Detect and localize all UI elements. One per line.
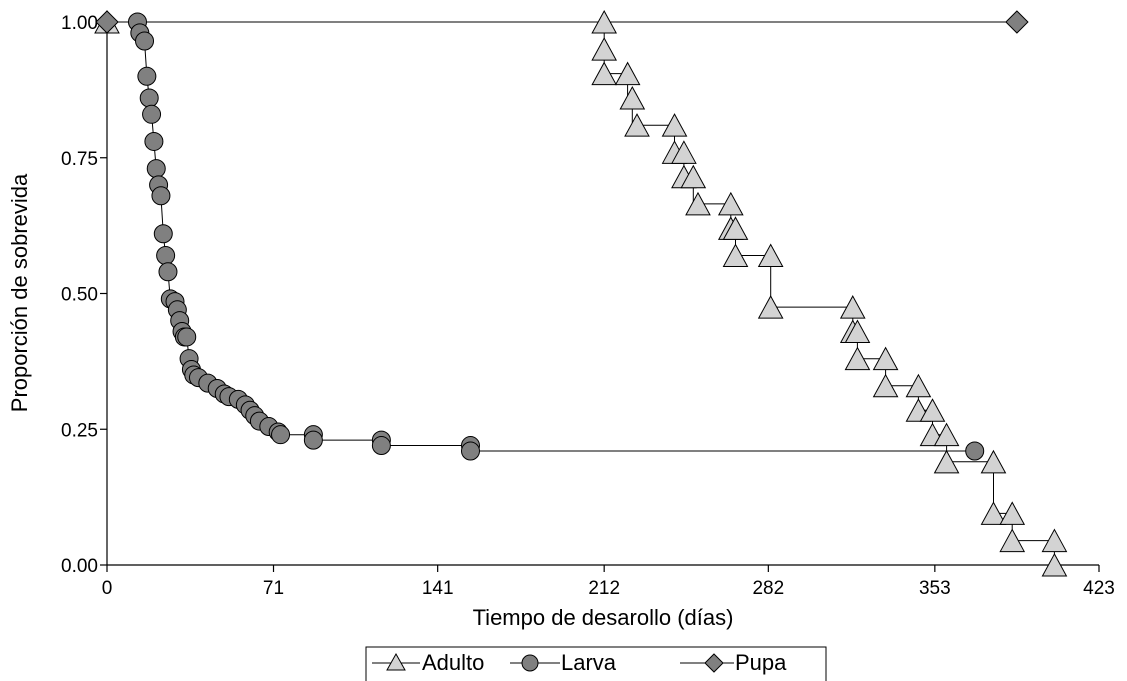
diamond-icon	[704, 653, 724, 673]
marker-adulto	[872, 373, 899, 398]
marker-larva	[271, 425, 291, 445]
series-lines	[107, 21, 1055, 565]
marker-adulto	[999, 501, 1026, 525]
marker-adulto	[999, 528, 1026, 553]
y-ticks: 0.00 0.25 0.50 0.75 1.00	[61, 13, 107, 577]
marker-larva	[965, 441, 985, 461]
legend-label-larva: Larva	[561, 650, 617, 675]
marker-adulto	[614, 61, 641, 86]
legend-label-pupa: Pupa	[735, 650, 787, 675]
series-line-larva	[107, 21, 975, 452]
marker-adulto	[591, 61, 618, 86]
marker-adulto	[619, 85, 646, 110]
marker-larva	[460, 441, 480, 461]
marker-adulto	[933, 449, 960, 474]
x-tick-label: 0	[102, 578, 113, 599]
x-tick-label: 212	[588, 578, 620, 599]
y-tick-label: 0.00	[61, 556, 98, 577]
series-line-adulto	[107, 21, 1055, 565]
marker-adulto	[980, 449, 1007, 474]
marker-adulto	[722, 216, 749, 240]
y-tick-label: 1.00	[61, 13, 98, 34]
x-tick-label: 423	[1083, 578, 1115, 599]
marker-larva	[158, 262, 178, 282]
marker-adulto	[722, 243, 749, 267]
y-tick-label: 0.25	[61, 420, 98, 441]
y-tick-label: 0.50	[61, 285, 98, 306]
marker-adulto	[933, 422, 960, 447]
marker-pupa	[1005, 10, 1029, 34]
y-axis-title: Proporción de sobrevida	[7, 173, 32, 412]
marker-adulto	[671, 140, 697, 164]
marker-pupa	[95, 10, 119, 34]
marker-adulto	[717, 191, 744, 216]
marker-adulto	[839, 295, 866, 319]
marker-adulto	[872, 346, 899, 371]
marker-adulto	[757, 243, 784, 267]
marker-larva	[371, 436, 391, 456]
marker-adulto	[980, 501, 1007, 525]
legend-item-adulto: Adulto	[372, 650, 484, 675]
marker-adulto	[844, 319, 871, 344]
marker-larva	[142, 104, 162, 124]
legend-label-adulto: Adulto	[422, 650, 484, 675]
marker-larva	[144, 131, 164, 151]
triangle-icon	[386, 652, 406, 671]
marker-adulto	[844, 346, 871, 371]
marker-larva	[137, 66, 157, 86]
marker-larva	[153, 224, 173, 244]
legend-item-larva: Larva	[510, 650, 617, 675]
marker-larva	[151, 186, 171, 206]
marker-adulto	[624, 113, 650, 137]
marker-adulto	[919, 398, 946, 422]
x-tick-label: 141	[422, 578, 454, 599]
axes	[106, 22, 1099, 566]
x-tick-label: 282	[752, 578, 784, 599]
marker-adulto	[591, 37, 618, 61]
marker-adulto	[591, 9, 618, 34]
x-tick-label: 71	[263, 578, 284, 599]
y-tick-label: 0.75	[61, 149, 98, 170]
legend-item-pupa: Pupa	[680, 650, 787, 675]
marker-adulto	[680, 164, 707, 189]
marker-larva	[177, 327, 197, 347]
marker-adulto	[1041, 552, 1068, 577]
x-tick-label: 353	[919, 578, 951, 599]
marker-adulto	[661, 113, 688, 137]
marker-adulto	[905, 373, 932, 398]
x-ticks: 0 71 141 212 282 353 423	[102, 565, 1115, 599]
legend: Adulto Larva Pupa	[365, 646, 827, 681]
marker-larva	[135, 31, 155, 51]
marker-larva	[156, 245, 176, 265]
circle-icon	[521, 654, 539, 672]
marker-larva	[303, 430, 323, 450]
series-markers	[94, 9, 1068, 577]
x-axis-title: Tiempo de desarollo (días)	[473, 605, 734, 630]
marker-larva	[139, 88, 159, 108]
marker-adulto	[685, 191, 711, 216]
legend-box	[365, 646, 827, 681]
marker-adulto	[1041, 528, 1068, 553]
marker-adulto	[757, 295, 784, 319]
marker-larva	[146, 159, 166, 179]
